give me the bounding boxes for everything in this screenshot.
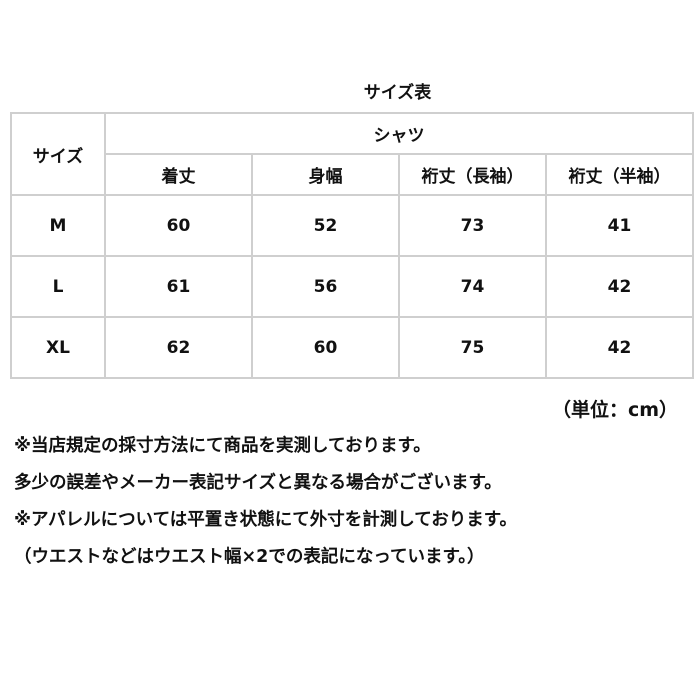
size-table: サイズ シャツ 着丈 身幅 裄丈（長袖） 裄丈（半袖） M 60 52 73 4… bbox=[10, 112, 694, 379]
table-cell: 60 bbox=[251, 316, 400, 379]
table-cell: 56 bbox=[251, 255, 400, 318]
table-cell: 60 bbox=[104, 194, 253, 257]
column-header: 裄丈（長袖） bbox=[398, 153, 547, 196]
note-line: ※アパレルについては平置き状態にて外寸を計測しております。 bbox=[14, 510, 517, 530]
table-cell: 75 bbox=[398, 316, 547, 379]
column-header: 着丈 bbox=[104, 153, 253, 196]
column-header: 身幅 bbox=[251, 153, 400, 196]
table-cell: 41 bbox=[545, 194, 694, 257]
table-cell: 42 bbox=[545, 255, 694, 318]
chart-title: サイズ表 bbox=[363, 83, 432, 103]
size-label: XL bbox=[10, 316, 106, 379]
table-row: XL 62 60 75 42 bbox=[10, 316, 694, 379]
column-header: 裄丈（半袖） bbox=[545, 153, 694, 196]
size-header: サイズ bbox=[10, 112, 106, 196]
unit-label: （単位：cm） bbox=[551, 399, 678, 421]
table-cell: 42 bbox=[545, 316, 694, 379]
group-header: シャツ bbox=[104, 112, 694, 155]
table-cell: 73 bbox=[398, 194, 547, 257]
table-row: M 60 52 73 41 bbox=[10, 194, 694, 257]
note-line: ※当店規定の採寸方法にて商品を実測しております。 bbox=[14, 436, 431, 456]
size-label: M bbox=[10, 194, 106, 257]
size-label: L bbox=[10, 255, 106, 318]
note-line: 多少の誤差やメーカー表記サイズと異なる場合がございます。 bbox=[14, 473, 502, 493]
table-cell: 52 bbox=[251, 194, 400, 257]
note-line: （ウエストなどはウエスト幅×2での表記になっています。） bbox=[14, 547, 485, 567]
table-cell: 62 bbox=[104, 316, 253, 379]
table-cell: 74 bbox=[398, 255, 547, 318]
notes: ※当店規定の採寸方法にて商品を実測しております。 多少の誤差やメーカー表記サイズ… bbox=[14, 428, 517, 576]
table-row: L 61 56 74 42 bbox=[10, 255, 694, 318]
table-cell: 61 bbox=[104, 255, 253, 318]
